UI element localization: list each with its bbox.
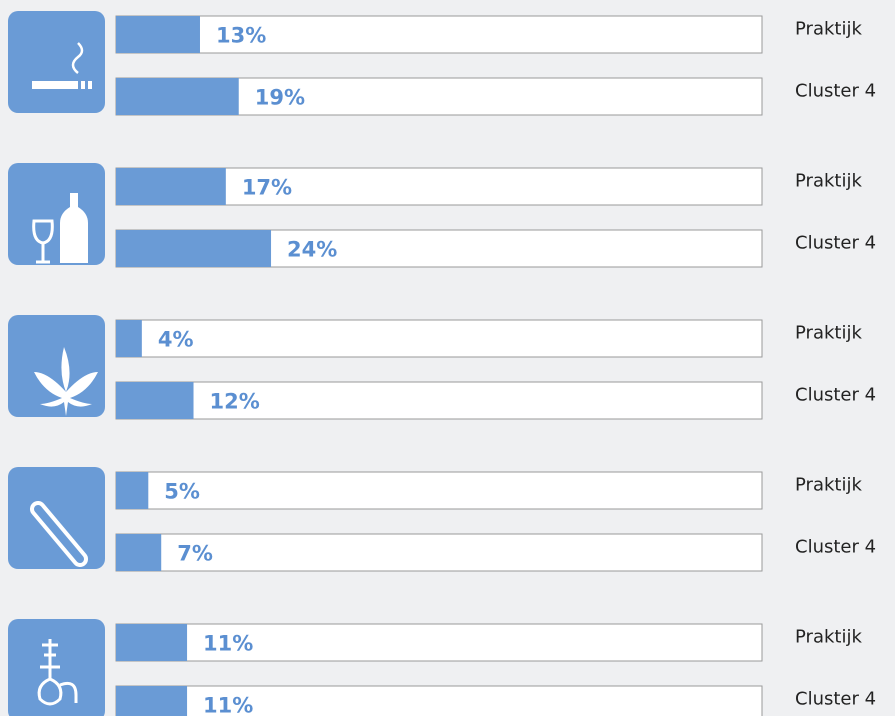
value-label: 7% — [177, 542, 213, 566]
series-label: Cluster 4 — [795, 233, 876, 254]
bar — [116, 16, 200, 53]
value-label: 11% — [203, 632, 253, 656]
series-label: Cluster 4 — [795, 689, 876, 710]
icon-tile — [8, 467, 105, 569]
bar — [116, 624, 188, 661]
bar — [116, 472, 149, 509]
icon-tile — [8, 619, 105, 716]
icon-tile-bg — [8, 11, 105, 113]
icon-shape — [34, 347, 98, 416]
bar-track — [115, 685, 763, 716]
value-label: 17% — [242, 176, 292, 200]
value-label: 5% — [164, 480, 200, 504]
series-label: Praktijk — [795, 475, 862, 496]
bar-track — [115, 623, 763, 662]
value-label: 12% — [210, 390, 260, 414]
icon-shape — [32, 81, 78, 89]
icon-tile-bg — [8, 163, 105, 265]
bar — [116, 686, 188, 716]
bar — [116, 382, 194, 419]
bar — [116, 168, 226, 205]
bar — [116, 534, 162, 571]
icon-shape — [88, 81, 92, 89]
bar — [116, 320, 142, 357]
icon-shape — [34, 505, 84, 563]
series-label: Praktijk — [795, 627, 862, 648]
icon-tile — [8, 163, 105, 265]
value-label: 24% — [287, 238, 337, 262]
value-label: 13% — [216, 24, 266, 48]
bar-track — [115, 15, 763, 54]
series-label: Cluster 4 — [795, 385, 876, 406]
icon-tile — [8, 315, 105, 417]
series-label: Cluster 4 — [795, 537, 876, 558]
icon-shape — [81, 81, 85, 89]
icon-tile — [8, 11, 105, 113]
bar-track — [115, 381, 763, 420]
series-label: Praktijk — [795, 19, 862, 40]
icon-shape — [71, 42, 84, 74]
bar-track — [115, 533, 763, 572]
value-label: 19% — [255, 86, 305, 110]
icon-tile-bg — [8, 467, 105, 569]
series-label: Praktijk — [795, 323, 862, 344]
series-label: Praktijk — [795, 171, 862, 192]
bar — [116, 78, 239, 115]
bar-track — [115, 319, 763, 358]
bar — [116, 230, 272, 267]
icon-shape — [32, 219, 54, 264]
bar-track — [115, 471, 763, 510]
icon-shape — [37, 639, 78, 706]
value-label: 4% — [158, 328, 194, 352]
icon-shape — [60, 193, 88, 263]
value-label: 11% — [203, 694, 253, 716]
series-label: Cluster 4 — [795, 81, 876, 102]
